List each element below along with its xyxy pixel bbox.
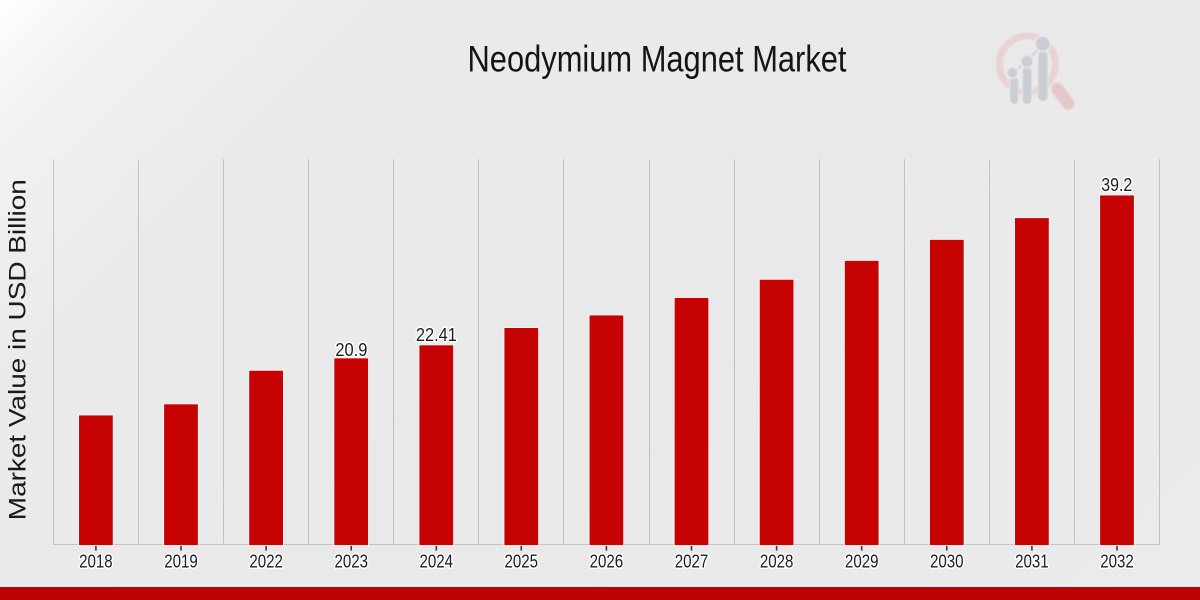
svg-text:2027: 2027 [675,551,709,572]
svg-text:2024: 2024 [420,551,454,572]
svg-text:2028: 2028 [760,551,794,572]
svg-text:2026: 2026 [590,551,624,572]
svg-text:2031: 2031 [1015,551,1049,572]
svg-text:2029: 2029 [845,551,879,572]
svg-text:2030: 2030 [930,551,964,572]
svg-text:Neodymium Magnet Market: Neodymium Magnet Market [468,39,848,80]
svg-text:2023: 2023 [334,551,368,572]
svg-text:2022: 2022 [249,551,283,572]
svg-text:2019: 2019 [164,551,198,572]
svg-text:22.41: 22.41 [416,324,457,345]
svg-text:Market Value in USD Billion: Market Value in USD Billion [5,179,32,520]
svg-text:2025: 2025 [505,551,539,572]
svg-text:2018: 2018 [79,551,113,572]
svg-text:2032: 2032 [1100,551,1134,572]
svg-text:20.9: 20.9 [335,339,367,360]
svg-text:39.2: 39.2 [1101,174,1132,195]
